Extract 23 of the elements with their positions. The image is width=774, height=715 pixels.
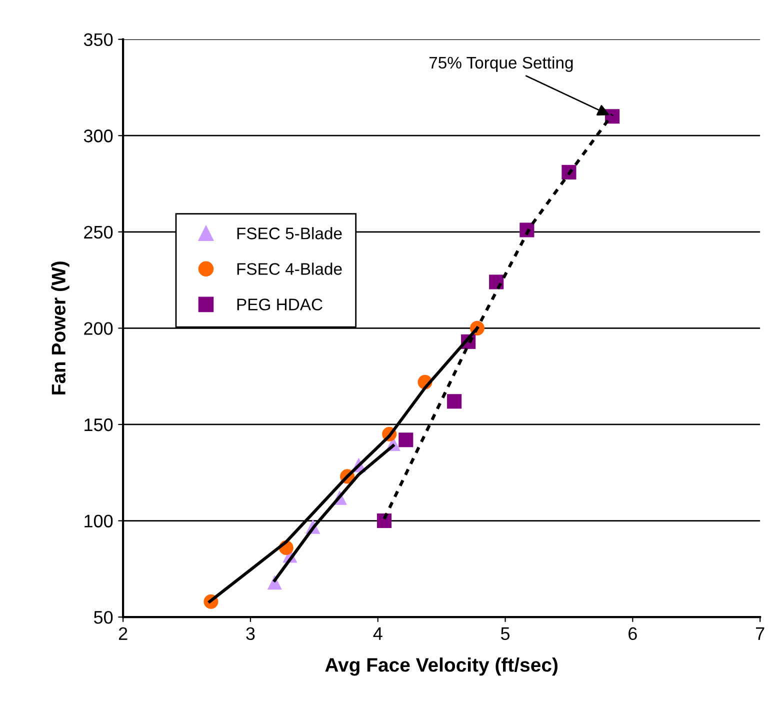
point xyxy=(398,432,414,448)
y-tick-label: 100 xyxy=(84,514,113,528)
y-tick-label: 250 xyxy=(84,226,113,239)
legend-label: PEG HDAC xyxy=(237,298,322,310)
y-axis-title: Fan Power (W) xyxy=(51,262,70,394)
point xyxy=(376,513,392,528)
x-tick-label: 3 xyxy=(246,627,255,640)
x-tick-label: 2 xyxy=(118,627,128,640)
x-tick-label: 6 xyxy=(628,627,637,640)
x-tick-label: 7 xyxy=(756,627,764,640)
y-tick-label: 50 xyxy=(94,610,113,624)
point xyxy=(447,394,462,409)
y-tick-label: 300 xyxy=(84,130,113,142)
x-axis-title: Avg Face Velocity (ft/sec) xyxy=(325,657,558,676)
y-tick-label: 350 xyxy=(84,33,113,46)
legend-label: FSEC 5-Blade xyxy=(237,227,342,240)
x-tick-label: 4 xyxy=(373,627,382,640)
annotation: 75% Torque Setting xyxy=(429,56,573,72)
x-tick-label: 5 xyxy=(500,627,510,640)
legend-label: FSEC 4-Blade xyxy=(237,262,342,275)
point xyxy=(562,164,576,180)
y-tick-label: 200 xyxy=(84,322,113,335)
y-tick-label: 150 xyxy=(84,418,113,432)
